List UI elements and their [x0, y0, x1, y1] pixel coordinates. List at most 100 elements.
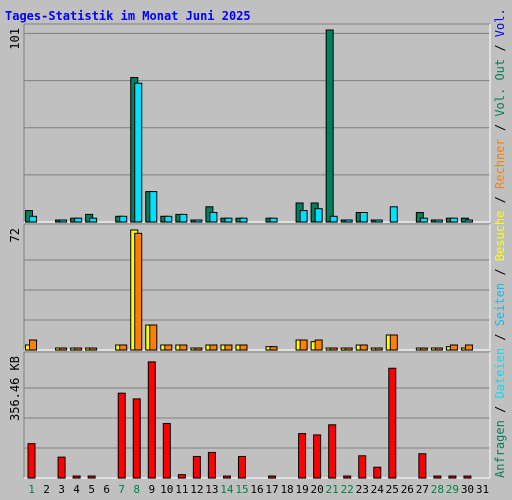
bar-dateien-day-25	[389, 206, 398, 223]
bar-volumen-day-9	[147, 361, 156, 479]
x-tick-label-day-13: 13	[205, 483, 218, 496]
bar-rechner-day-23	[359, 344, 368, 351]
x-tick-label-day-2: 2	[43, 483, 50, 496]
x-tick-label-day-26: 26	[401, 483, 414, 496]
legend-segment-8: Rechner	[493, 138, 507, 189]
bar-rechner-day-21	[329, 347, 338, 351]
bar-volumen-day-27	[418, 453, 427, 479]
x-tick-label-day-5: 5	[88, 483, 95, 496]
bar-dateien-day-23	[359, 211, 368, 223]
bar-rechner-day-27	[419, 347, 428, 351]
x-tick-label-day-9: 9	[148, 483, 155, 496]
bar-rechner-day-1	[29, 339, 38, 351]
bar-volumen-day-4	[72, 475, 81, 479]
bar-rechner-day-8	[134, 232, 143, 351]
bar-dateien-day-5	[89, 217, 98, 223]
bar-rechner-day-14	[224, 344, 233, 351]
chart-title: Tages-Statistik im Monat Juni 2025	[5, 9, 251, 23]
x-tick-label-day-16: 16	[250, 483, 263, 496]
bar-dateien-day-13	[209, 211, 218, 223]
y-axis-max-label: 72	[8, 228, 22, 242]
bar-volumen-day-7	[117, 392, 126, 479]
x-tick-label-day-3: 3	[58, 483, 65, 496]
bar-dateien-day-21	[329, 215, 338, 223]
bar-rechner-day-13	[209, 344, 218, 351]
bar-dateien-day-19	[299, 210, 308, 223]
legend-segment-5: /	[493, 261, 507, 283]
bar-dateien-day-29	[449, 217, 458, 223]
legend-segment-6: Besuche	[493, 211, 507, 262]
y-axis-max-label: 356.46 KB	[8, 356, 22, 421]
bar-rechner-day-22	[344, 347, 353, 351]
bar-volumen-day-1	[27, 443, 36, 479]
x-tick-label-day-24: 24	[371, 483, 385, 496]
bar-rechner-day-15	[239, 344, 248, 351]
bar-dateien-day-28	[434, 219, 443, 223]
x-tick-label-day-23: 23	[356, 483, 369, 496]
x-tick-label-day-29: 29	[446, 483, 459, 496]
bar-dateien-day-7	[119, 215, 128, 223]
panel-background	[24, 224, 490, 350]
bar-rechner-day-7	[119, 344, 128, 351]
bar-rechner-day-3	[59, 347, 68, 351]
legend-segment-11: /	[493, 37, 507, 59]
x-tick-label-day-20: 20	[311, 483, 324, 496]
chart-panel-visits: 72	[8, 223, 491, 351]
x-tick-label-day-18: 18	[280, 483, 293, 496]
bar-dateien-day-10	[164, 215, 173, 223]
x-tick-label-day-22: 22	[341, 483, 354, 496]
x-tick-label-day-8: 8	[133, 483, 140, 496]
x-tick-label-day-27: 27	[416, 483, 429, 496]
panel-background	[24, 352, 490, 478]
bar-dateien-day-15	[239, 217, 248, 223]
bar-rechner-day-24	[374, 347, 383, 351]
bar-volumen-day-20	[313, 434, 322, 479]
bar-rechner-day-19	[299, 339, 308, 351]
bar-volumen-day-10	[162, 422, 171, 479]
x-tick-label-day-1: 1	[28, 483, 35, 496]
x-tick-label-day-17: 17	[265, 483, 278, 496]
legend-segment-0: Anfragen	[493, 420, 507, 478]
bar-rechner-day-29	[449, 344, 458, 351]
bar-volumen-day-14	[222, 475, 231, 479]
legend-segment-7: /	[493, 189, 507, 211]
bar-volumen-day-28	[433, 475, 442, 479]
bar-rechner-day-4	[74, 347, 83, 351]
bar-volumen-day-21	[328, 424, 337, 479]
legend-segment-12: Vol. In	[493, 0, 507, 37]
bar-volumen-day-13	[207, 451, 216, 479]
bar-dateien-day-11	[179, 213, 188, 223]
bar-dateien-day-17	[269, 217, 278, 223]
bar-dateien-day-14	[224, 217, 233, 223]
x-tick-label-day-12: 12	[190, 483, 203, 496]
panel-background	[24, 24, 490, 222]
bar-rechner-day-30	[464, 344, 473, 351]
x-tick-label-day-21: 21	[326, 483, 339, 496]
bar-volumen-day-17	[268, 475, 277, 479]
x-tick-label-day-30: 30	[461, 483, 474, 496]
x-tick-label-day-28: 28	[431, 483, 444, 496]
x-tick-label-day-10: 10	[160, 483, 173, 496]
bar-anfragen-day-21	[325, 29, 334, 223]
bar-dateien-day-24	[374, 219, 383, 223]
bar-dateien-day-22	[344, 219, 353, 223]
bar-rechner-day-9	[149, 324, 158, 351]
bar-volumen-day-23	[358, 455, 367, 479]
bar-volumen-day-12	[192, 455, 201, 479]
legend-segment-10: Vol. Out	[493, 59, 507, 117]
bar-volumen-day-30	[463, 475, 472, 479]
bar-volumen-day-8	[132, 398, 141, 479]
bar-rechner-day-20	[314, 339, 323, 351]
bar-volumen-day-5	[87, 475, 96, 479]
x-tick-label-day-7: 7	[118, 483, 125, 496]
bar-volumen-day-11	[177, 474, 186, 479]
bar-volumen-day-15	[237, 455, 246, 479]
x-tick-label-day-15: 15	[235, 483, 248, 496]
bar-rechner-day-28	[434, 347, 443, 351]
bar-volumen-day-25	[388, 367, 397, 479]
x-tick-label-day-19: 19	[295, 483, 308, 496]
bar-volumen-day-3	[57, 456, 66, 479]
x-tick-label-day-31: 31	[476, 483, 489, 496]
chart-panel-volume: 356.46 KB	[8, 351, 491, 479]
